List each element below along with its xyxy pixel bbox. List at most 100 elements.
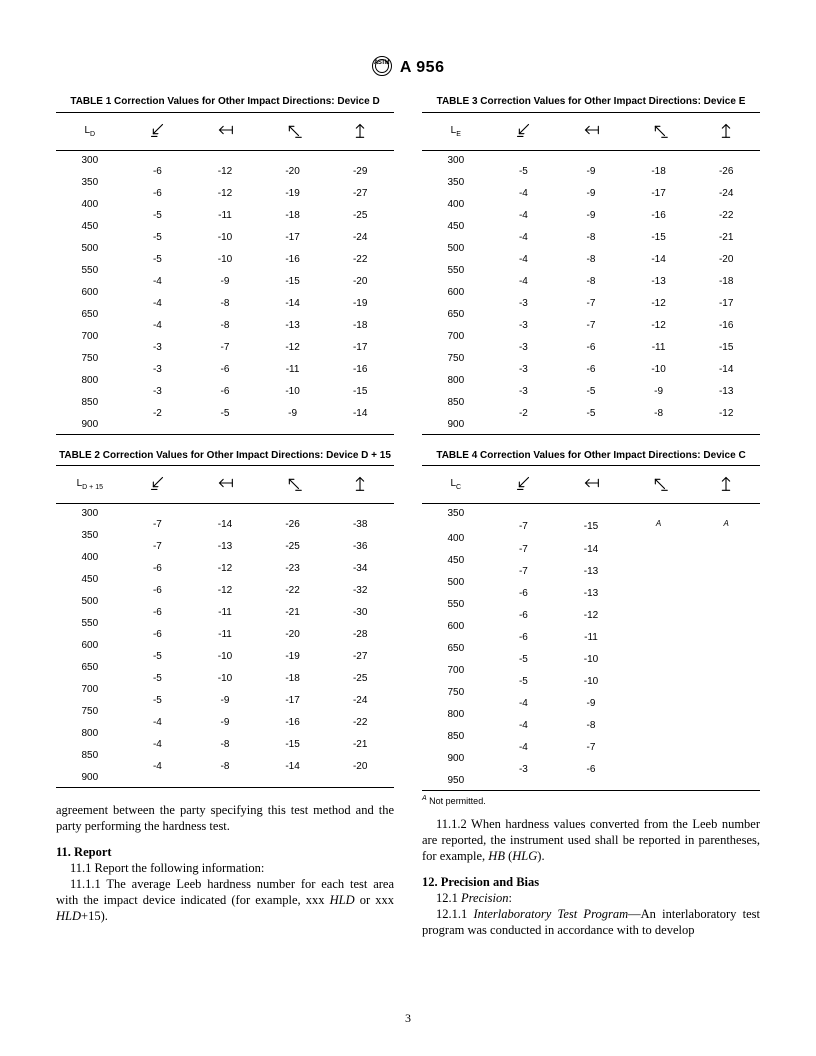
page-number: 3: [0, 1011, 816, 1026]
doc-header: ASTM A 956: [56, 58, 760, 78]
direction-icon-down45: [490, 466, 558, 504]
row-label: 700: [422, 665, 490, 676]
cell-value: -2: [124, 408, 192, 419]
cell-value: -18: [692, 276, 760, 287]
cell-value: -22: [259, 585, 327, 596]
cell-value: -2: [490, 408, 558, 419]
cell-value: [625, 632, 693, 643]
cell-value: -5: [124, 254, 192, 265]
cell-value: [692, 742, 760, 753]
cell-value: -20: [326, 761, 394, 772]
cell-value: -3: [124, 364, 192, 375]
row-label: 800: [422, 375, 490, 386]
cell-value: -6: [191, 364, 259, 375]
row-label: 850: [422, 731, 490, 742]
direction-icon-up: [692, 112, 760, 150]
row-label: 300: [422, 150, 490, 166]
cell-value: [625, 676, 693, 687]
cell-value: -14: [191, 519, 259, 530]
cell-value: -3: [490, 342, 558, 353]
direction-icon-up: [692, 466, 760, 504]
row-label: 900: [56, 419, 124, 435]
cell-value: -25: [259, 541, 327, 552]
cell-value: -17: [259, 232, 327, 243]
table-1: LD 300-6-12-20-29350-6-12-19-27400-5-11-…: [56, 112, 394, 435]
row-label: 350: [422, 177, 490, 188]
cell-value: -22: [326, 254, 394, 265]
cell-value: -19: [259, 188, 327, 199]
cell-value: -5: [490, 166, 558, 177]
cell-value: -12: [191, 188, 259, 199]
cell-value: -4: [490, 254, 558, 265]
cell-value: -12: [191, 563, 259, 574]
row-label: 800: [56, 728, 124, 739]
cell-value: -4: [490, 720, 558, 731]
cell-value: -10: [557, 654, 625, 665]
row-label: 850: [422, 397, 490, 408]
row-label: 850: [56, 397, 124, 408]
cell-value: -27: [326, 188, 394, 199]
cell-value: -18: [326, 320, 394, 331]
cell-value: -10: [191, 651, 259, 662]
cell-value: -6: [557, 764, 625, 775]
row-label: 350: [56, 177, 124, 188]
row-label: 650: [422, 309, 490, 320]
col-label: LD: [56, 112, 124, 150]
cell-value: -3: [490, 320, 558, 331]
right-body: 11.1.2 When hardness values converted fr…: [422, 816, 760, 938]
cell-value: [625, 764, 693, 775]
row-label: 500: [56, 596, 124, 607]
cell-value: -5: [557, 386, 625, 397]
table-1-block: TABLE 1 Correction Values for Other Impa…: [56, 95, 394, 435]
table-3-title: TABLE 3 Correction Values for Other Impa…: [422, 95, 760, 109]
cell-value: -16: [259, 254, 327, 265]
cell-value: -19: [326, 298, 394, 309]
row-label: 450: [56, 221, 124, 232]
cell-value: -3: [124, 342, 192, 353]
cell-value: -7: [124, 519, 192, 530]
row-label: 600: [422, 621, 490, 632]
cell-value: -11: [191, 629, 259, 640]
para-11-1-2: 11.1.2 When hardness values converted fr…: [422, 816, 760, 864]
cell-value: -26: [259, 519, 327, 530]
cell-value: -12: [191, 585, 259, 596]
cell-value: -12: [625, 298, 693, 309]
cell-value: -14: [259, 761, 327, 772]
row-label: 300: [56, 504, 124, 520]
cell-value: -6: [124, 166, 192, 177]
row-label: 500: [422, 243, 490, 254]
cell-value: -7: [124, 541, 192, 552]
cell-value: -24: [692, 188, 760, 199]
row-label: 500: [56, 243, 124, 254]
cell-value: [692, 654, 760, 665]
cell-value: [692, 566, 760, 577]
cell-value: -21: [259, 607, 327, 618]
direction-icon-up: [326, 112, 394, 150]
cell-value: -22: [326, 717, 394, 728]
cell-value: -12: [191, 166, 259, 177]
cell-value: -7: [557, 320, 625, 331]
row-label: 450: [422, 221, 490, 232]
cell-value: -13: [692, 386, 760, 397]
table-4-block: TABLE 4 Correction Values for Other Impa…: [422, 449, 760, 807]
cell-value: -17: [259, 695, 327, 706]
row-label: 400: [422, 199, 490, 210]
cell-value: -4: [124, 739, 192, 750]
cell-value: -4: [490, 210, 558, 221]
cell-value: -8: [557, 254, 625, 265]
cell-value: -10: [191, 254, 259, 265]
table-3: LE 300-5-9-18-26350-4-9-17-24400-4-9-16-…: [422, 112, 760, 435]
cell-value: -13: [557, 588, 625, 599]
cell-value: -22: [692, 210, 760, 221]
cell-value: [692, 588, 760, 599]
cell-value: -20: [326, 276, 394, 287]
table-2-title: TABLE 2 Correction Values for Other Impa…: [56, 449, 394, 463]
cell-value: -9: [557, 698, 625, 709]
cell-value: -7: [490, 566, 558, 577]
para-12-1: 12.1 Precision:: [422, 890, 760, 906]
cell-value: -3: [490, 386, 558, 397]
row-label: 450: [56, 574, 124, 585]
left-body: agreement between the party specifying t…: [56, 802, 394, 924]
cell-value: [692, 698, 760, 709]
cell-value: -20: [692, 254, 760, 265]
